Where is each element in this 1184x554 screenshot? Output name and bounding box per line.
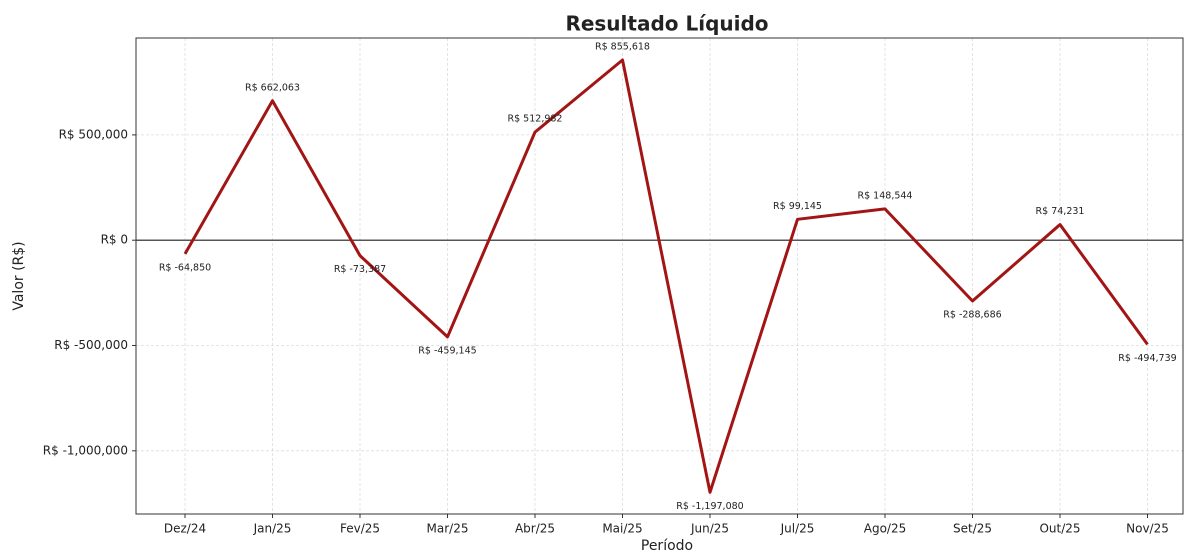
x-tick-label: Fev/25 — [340, 522, 380, 536]
y-axis-label: Valor (R$) — [11, 241, 27, 310]
x-tick-label: Out/25 — [1039, 522, 1080, 536]
x-tick-label: Ago/25 — [864, 522, 906, 536]
x-tick-label: Mar/25 — [427, 522, 469, 536]
data-label: R$ -494,739 — [1118, 353, 1176, 364]
data-label: R$ -64,850 — [159, 262, 211, 273]
x-tick-label: Jul/25 — [780, 522, 815, 536]
x-tick-label: Jun/25 — [690, 522, 729, 536]
plot-frame — [135, 37, 1184, 515]
y-tick-label: R$ 0 — [101, 233, 128, 247]
y-tick-label: R$ 500,000 — [59, 127, 128, 141]
x-tick-label: Dez/24 — [164, 522, 206, 536]
chart-title: Resultado Líquido — [565, 12, 768, 36]
x-axis-label: Período — [641, 538, 693, 554]
y-tick-label: R$ -500,000 — [54, 338, 128, 352]
x-tick-label: Set/25 — [953, 522, 992, 536]
data-label: R$ 74,231 — [1036, 206, 1085, 217]
data-label: R$ 99,145 — [773, 201, 822, 212]
y-tick-label: R$ -1,000,000 — [43, 443, 128, 457]
data-label: R$ 855,618 — [595, 41, 650, 52]
data-label: R$ 148,544 — [858, 190, 913, 201]
data-label: R$ -288,686 — [943, 309, 1001, 320]
x-tick-label: Abr/25 — [515, 522, 555, 536]
data-label: R$ -1,197,080 — [676, 501, 743, 512]
x-tick-label: Jan/25 — [253, 522, 292, 536]
data-label: R$ -459,145 — [418, 345, 476, 356]
data-label: R$ 512,982 — [508, 114, 563, 125]
x-tick-label: Nov/25 — [1126, 522, 1169, 536]
data-label: R$ 662,063 — [245, 82, 300, 93]
data-label: R$ -73,387 — [334, 264, 386, 275]
line-series — [183, 58, 1149, 494]
x-tick-label: Mai/25 — [602, 522, 642, 536]
